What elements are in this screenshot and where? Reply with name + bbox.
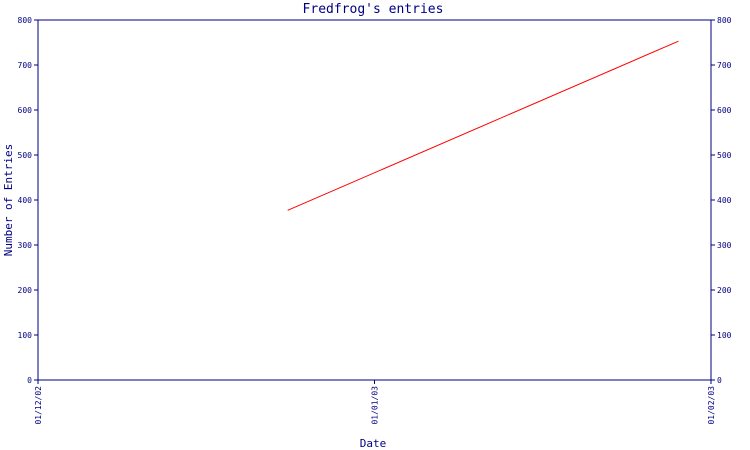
y-axis-label: Number of Entries bbox=[2, 144, 15, 257]
plot-frame bbox=[37, 19, 712, 381]
y-tick-label-right: 400 bbox=[717, 196, 732, 205]
y-axis-right: 0 100 200 300 400 500 600 700 800 bbox=[711, 16, 732, 385]
y-tick-label-right: 100 bbox=[717, 331, 732, 340]
y-tick-label-left: 0 bbox=[27, 376, 32, 385]
x-tick-label: 01/01/03 bbox=[371, 386, 380, 425]
x-tick-label: 01/12/02 bbox=[34, 386, 43, 425]
y-tick-label-left: 100 bbox=[18, 331, 33, 340]
y-tick-label-left: 800 bbox=[18, 16, 33, 25]
y-tick-label-left: 600 bbox=[18, 106, 33, 115]
y-tick-label-right: 300 bbox=[717, 241, 732, 250]
y-tick-label-left: 200 bbox=[18, 286, 33, 295]
y-tick-label-left: 300 bbox=[18, 241, 33, 250]
y-tick-label-right: 800 bbox=[717, 16, 732, 25]
chart-title: Fredfrog's entries bbox=[303, 2, 444, 17]
series-layer bbox=[287, 40, 679, 211]
y-tick-label-right: 500 bbox=[717, 151, 732, 160]
y-tick-label-right: 0 bbox=[717, 376, 722, 385]
y-tick-label-right: 700 bbox=[717, 61, 732, 70]
y-tick-label-right: 600 bbox=[717, 106, 732, 115]
y-axis-left: 0 100 200 300 400 500 600 700 800 bbox=[18, 16, 38, 385]
x-axis-label: Date bbox=[360, 437, 387, 450]
y-tick-label-right: 200 bbox=[717, 286, 732, 295]
series-line bbox=[287, 40, 679, 211]
y-tick-label-left: 700 bbox=[18, 61, 33, 70]
x-tick-label: 01/02/03 bbox=[707, 386, 716, 425]
y-tick-label-left: 500 bbox=[18, 151, 33, 160]
x-axis: 01/12/02 01/01/03 01/02/03 bbox=[34, 380, 716, 425]
plot-area bbox=[37, 19, 712, 381]
y-tick-label-left: 400 bbox=[18, 196, 33, 205]
